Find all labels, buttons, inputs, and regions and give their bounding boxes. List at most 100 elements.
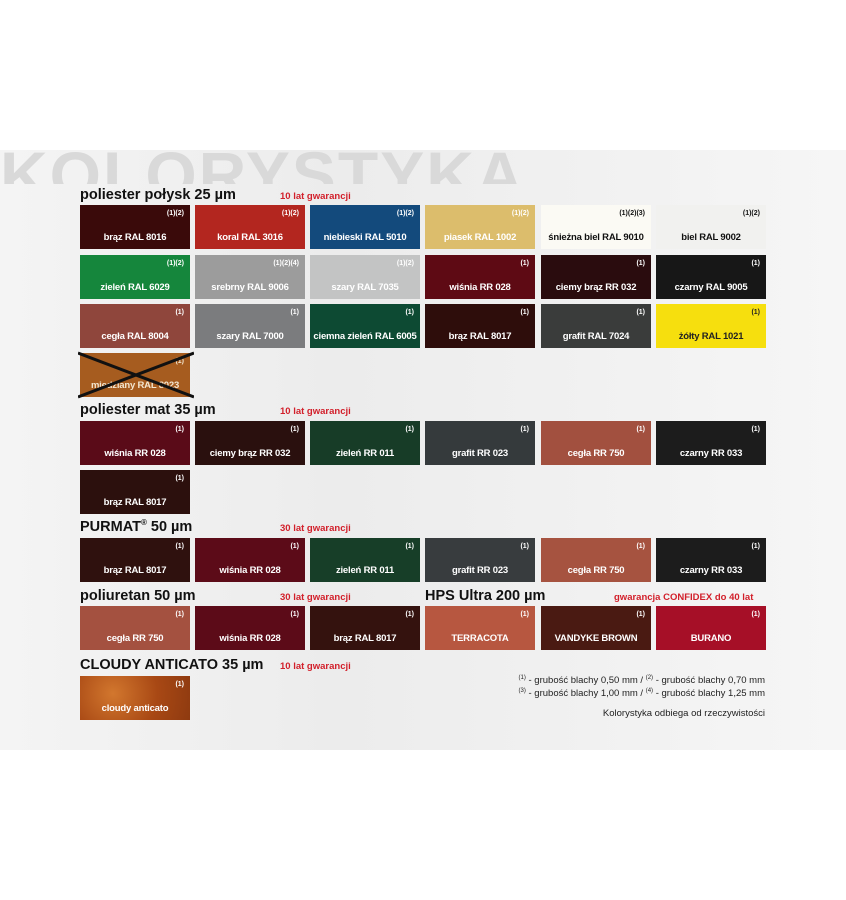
color-swatch[interactable]: (1) cegła RR 750 — [541, 421, 651, 465]
warranty-label: 10 lat gwarancji — [280, 406, 351, 417]
warranty-label: 30 lat gwarancji — [280, 592, 351, 603]
color-swatch[interactable]: (1) VANDYKE BROWN — [541, 606, 651, 650]
footnote-text: - grubość blachy 1,25 mm — [653, 688, 765, 699]
swatch-label: koral RAL 3016 — [217, 232, 283, 243]
color-swatch[interactable]: (1)(2) szary RAL 7035 — [310, 255, 420, 299]
registered-mark: ® — [140, 518, 147, 528]
thickness-note: (1) — [751, 260, 760, 267]
thickness-note: (1) — [636, 611, 645, 618]
color-swatch[interactable]: (1) wiśnia RR 028 — [195, 538, 305, 582]
color-swatch[interactable]: (1) brąz RAL 8017 — [425, 304, 535, 348]
swatch-label: cegła RAL 8004 — [101, 331, 169, 342]
color-swatch[interactable]: (1) zieleń RR 011 — [310, 421, 420, 465]
color-swatch[interactable]: (1)(2)(4) srebrny RAL 9006 — [195, 255, 305, 299]
footnote-line-2: (3) - grubość blachy 1,00 mm / (4) - gru… — [519, 688, 765, 699]
color-swatch[interactable]: (1) ciemna zieleń RAL 6005 — [310, 304, 420, 348]
section-title: HPS Ultra 200 µm — [425, 588, 546, 604]
color-swatch[interactable]: (1)(2)(3) śnieżna biel RAL 9010 — [541, 205, 651, 249]
thickness-note: (1) — [520, 260, 529, 267]
thickness-note: (1)(2) — [166, 260, 184, 267]
thickness-note: (1) — [405, 309, 414, 316]
warranty-label: gwarancja CONFIDEX do 40 lat — [614, 592, 754, 603]
thickness-note: (1) — [175, 426, 184, 433]
thickness-note: (1) — [405, 543, 414, 550]
color-swatch[interactable]: (1) brąz RAL 8017 — [310, 606, 420, 650]
thickness-note: (1) — [290, 426, 299, 433]
color-swatch[interactable]: (1) grafit RAL 7024 — [541, 304, 651, 348]
swatch-label: ciemy brąz RR 032 — [209, 448, 291, 459]
thickness-note: (1) — [520, 611, 529, 618]
thickness-note: (1) — [175, 611, 184, 618]
footnote-line-1: (1) - grubość blachy 0,50 mm / (2) - gru… — [519, 675, 765, 686]
swatch-label: srebrny RAL 9006 — [211, 282, 289, 293]
swatch-label: żółty RAL 1021 — [678, 331, 744, 342]
color-swatch[interactable]: (1) TERRACOTA — [425, 606, 535, 650]
section-title: poliuretan 50 µm — [80, 588, 196, 604]
color-swatch[interactable]: (1) cegła RAL 8004 — [80, 304, 190, 348]
color-swatch[interactable]: (1) żółty RAL 1021 — [656, 304, 766, 348]
swatch-label: zieleń RR 011 — [335, 448, 395, 459]
swatch-label: brąz RAL 8016 — [103, 232, 167, 243]
thickness-note: (1) — [751, 426, 760, 433]
thickness-note: (1)(2)(3) — [619, 210, 645, 217]
section-title: poliester połysk 25 µm — [80, 187, 236, 203]
color-swatch[interactable]: (1) szary RAL 7000 — [195, 304, 305, 348]
thickness-note: (1) — [751, 543, 760, 550]
thickness-note: (1) — [405, 426, 414, 433]
thickness-note: (1) — [175, 543, 184, 550]
color-swatch[interactable]: (1)(2) zieleń RAL 6029 — [80, 255, 190, 299]
color-swatch[interactable]: (1)(2) brąz RAL 8016 — [80, 205, 190, 249]
swatch-label: brąz RAL 8017 — [103, 497, 167, 508]
swatch-label: czarny RR 033 — [679, 448, 743, 459]
color-swatch[interactable]: (1) grafit RR 023 — [425, 538, 535, 582]
swatch-label: wiśnia RR 028 — [449, 282, 511, 293]
swatch-label: śnieżna biel RAL 9010 — [548, 232, 644, 243]
color-swatch[interactable]: (1) wiśnia RR 028 — [80, 421, 190, 465]
color-swatch[interactable]: (1) grafit RR 023 — [425, 421, 535, 465]
thickness-note: (1) — [636, 543, 645, 550]
color-swatch[interactable]: (1) brąz RAL 8017 — [80, 538, 190, 582]
swatch-label: zieleń RAL 6029 — [100, 282, 170, 293]
color-swatch[interactable]: (1) cegła RR 750 — [80, 606, 190, 650]
thickness-note: (1)(2) — [396, 260, 414, 267]
color-swatch[interactable]: (1) wiśnia RR 028 — [425, 255, 535, 299]
color-swatch[interactable]: (1) czarny RAL 9005 — [656, 255, 766, 299]
thickness-note: (1) — [175, 358, 184, 365]
color-swatch[interactable]: (1) wiśnia RR 028 — [195, 606, 305, 650]
color-swatch[interactable]: (1)(2) biel RAL 9002 — [656, 205, 766, 249]
color-swatch[interactable]: (1) ciemy brąz RR 032 — [541, 255, 651, 299]
thickness-note: (1) — [520, 426, 529, 433]
color-swatch[interactable]: (1)(2) koral RAL 3016 — [195, 205, 305, 249]
section-heading: HPS Ultra 200 µm — [425, 588, 545, 605]
footnote-marker: (4) — [645, 687, 654, 694]
swatch-label: czarny RAL 9005 — [674, 282, 748, 293]
swatch-label: zieleń RR 011 — [335, 565, 395, 576]
swatch-label: grafit RR 023 — [451, 565, 508, 576]
swatch-label: szary RAL 7035 — [331, 282, 399, 293]
color-swatch[interactable]: (1) miedziany RAL 8023 — [80, 353, 190, 397]
color-swatch[interactable]: (1) ciemy brąz RR 032 — [195, 421, 305, 465]
color-swatch[interactable]: (1) cegła RR 750 — [541, 538, 651, 582]
thickness-note: (1)(2) — [166, 210, 184, 217]
color-swatch[interactable]: (1)(2) piasek RAL 1002 — [425, 205, 535, 249]
color-swatch[interactable]: (1)(2) niebieski RAL 5010 — [310, 205, 420, 249]
section-heading: poliester mat 35 µm — [80, 402, 216, 419]
footnote-marker: (3) — [518, 687, 526, 694]
color-swatch[interactable]: (1) czarny RR 033 — [656, 421, 766, 465]
thickness-note: (1) — [520, 309, 529, 316]
color-swatch[interactable]: (1) BURANO — [656, 606, 766, 650]
color-swatch[interactable]: (1) zieleń RR 011 — [310, 538, 420, 582]
color-swatch[interactable]: (1) cloudy anticato — [80, 676, 190, 720]
section-title: PURMAT — [80, 519, 141, 535]
swatch-label: szary RAL 7000 — [216, 331, 284, 342]
swatch-label: ciemy brąz RR 032 — [555, 282, 637, 293]
section-heading: poliester połysk 25 µm — [80, 187, 236, 204]
swatch-label: cegła RR 750 — [567, 448, 625, 459]
swatch-label: brąz RAL 8017 — [448, 331, 512, 342]
color-swatch[interactable]: (1) czarny RR 033 — [656, 538, 766, 582]
warranty-label: 10 lat gwarancji — [280, 191, 351, 202]
color-swatch[interactable]: (1) brąz RAL 8017 — [80, 470, 190, 514]
thickness-note: (1) — [636, 260, 645, 267]
thickness-note: (1)(2) — [396, 210, 414, 217]
swatch-label: brąz RAL 8017 — [333, 633, 397, 644]
